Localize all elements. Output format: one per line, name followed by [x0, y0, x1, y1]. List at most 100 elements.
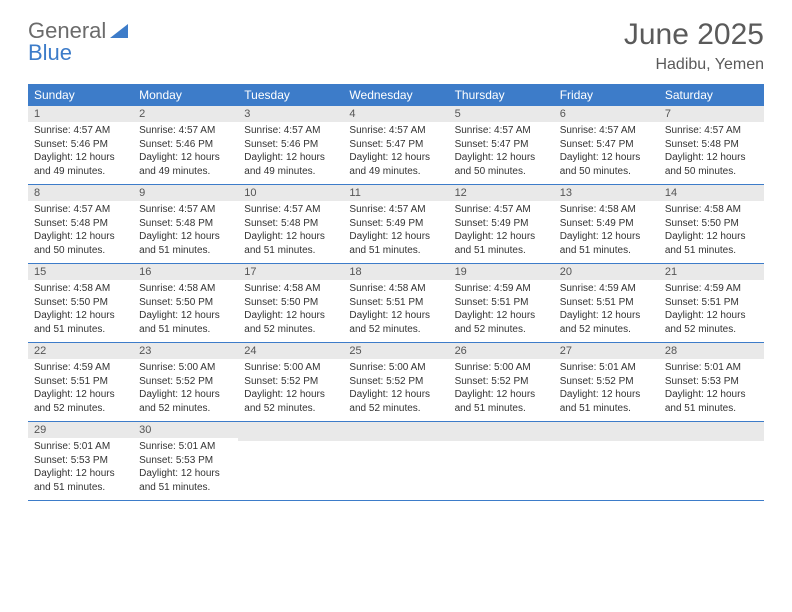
day-header: Monday: [133, 84, 238, 106]
day-details-empty: [343, 441, 448, 497]
day-number: 5: [449, 106, 554, 122]
calendar-row: 8Sunrise: 4:57 AMSunset: 5:48 PMDaylight…: [28, 185, 764, 264]
calendar-cell: 16Sunrise: 4:58 AMSunset: 5:50 PMDayligh…: [133, 264, 238, 343]
day-header-row: SundayMondayTuesdayWednesdayThursdayFrid…: [28, 84, 764, 106]
calendar-cell: [449, 422, 554, 501]
day-details: Sunrise: 4:59 AMSunset: 5:51 PMDaylight:…: [659, 280, 764, 342]
day-details: Sunrise: 4:58 AMSunset: 5:50 PMDaylight:…: [28, 280, 133, 342]
day-number: 17: [238, 264, 343, 280]
day-details: Sunrise: 4:58 AMSunset: 5:50 PMDaylight:…: [659, 201, 764, 263]
day-details: Sunrise: 4:57 AMSunset: 5:46 PMDaylight:…: [28, 122, 133, 184]
day-details-empty: [659, 441, 764, 497]
calendar-cell: 25Sunrise: 5:00 AMSunset: 5:52 PMDayligh…: [343, 343, 448, 422]
day-header: Sunday: [28, 84, 133, 106]
day-number: 27: [554, 343, 659, 359]
logo-part2: Blue: [28, 40, 72, 65]
calendar-cell: 21Sunrise: 4:59 AMSunset: 5:51 PMDayligh…: [659, 264, 764, 343]
calendar-cell: 8Sunrise: 4:57 AMSunset: 5:48 PMDaylight…: [28, 185, 133, 264]
calendar-cell: 20Sunrise: 4:59 AMSunset: 5:51 PMDayligh…: [554, 264, 659, 343]
day-number: 1: [28, 106, 133, 122]
logo-text: General Blue: [28, 20, 128, 64]
calendar-cell: [659, 422, 764, 501]
day-details: Sunrise: 5:01 AMSunset: 5:52 PMDaylight:…: [554, 359, 659, 421]
day-number: 3: [238, 106, 343, 122]
calendar-cell: 24Sunrise: 5:00 AMSunset: 5:52 PMDayligh…: [238, 343, 343, 422]
day-number-empty: [659, 422, 764, 441]
calendar-cell: 11Sunrise: 4:57 AMSunset: 5:49 PMDayligh…: [343, 185, 448, 264]
day-header: Saturday: [659, 84, 764, 106]
day-details: Sunrise: 4:57 AMSunset: 5:46 PMDaylight:…: [133, 122, 238, 184]
day-details: Sunrise: 5:00 AMSunset: 5:52 PMDaylight:…: [449, 359, 554, 421]
calendar-cell: 30Sunrise: 5:01 AMSunset: 5:53 PMDayligh…: [133, 422, 238, 501]
day-number: 14: [659, 185, 764, 201]
calendar-cell: 4Sunrise: 4:57 AMSunset: 5:47 PMDaylight…: [343, 106, 448, 185]
calendar-cell: 6Sunrise: 4:57 AMSunset: 5:47 PMDaylight…: [554, 106, 659, 185]
day-details: Sunrise: 4:58 AMSunset: 5:49 PMDaylight:…: [554, 201, 659, 263]
day-number: 22: [28, 343, 133, 359]
day-number: 18: [343, 264, 448, 280]
day-number: 19: [449, 264, 554, 280]
day-details: Sunrise: 4:57 AMSunset: 5:48 PMDaylight:…: [238, 201, 343, 263]
day-details: Sunrise: 5:01 AMSunset: 5:53 PMDaylight:…: [659, 359, 764, 421]
day-number: 20: [554, 264, 659, 280]
day-number: 6: [554, 106, 659, 122]
calendar-cell: 15Sunrise: 4:58 AMSunset: 5:50 PMDayligh…: [28, 264, 133, 343]
calendar-cell: 26Sunrise: 5:00 AMSunset: 5:52 PMDayligh…: [449, 343, 554, 422]
day-details: Sunrise: 5:01 AMSunset: 5:53 PMDaylight:…: [28, 438, 133, 500]
day-number: 26: [449, 343, 554, 359]
day-details: Sunrise: 5:00 AMSunset: 5:52 PMDaylight:…: [238, 359, 343, 421]
day-header: Wednesday: [343, 84, 448, 106]
calendar-cell: [554, 422, 659, 501]
day-details: Sunrise: 4:59 AMSunset: 5:51 PMDaylight:…: [449, 280, 554, 342]
day-number: 9: [133, 185, 238, 201]
day-number: 29: [28, 422, 133, 438]
calendar-cell: 1Sunrise: 4:57 AMSunset: 5:46 PMDaylight…: [28, 106, 133, 185]
day-number: 7: [659, 106, 764, 122]
calendar-cell: 28Sunrise: 5:01 AMSunset: 5:53 PMDayligh…: [659, 343, 764, 422]
day-number-empty: [449, 422, 554, 441]
day-number: 25: [343, 343, 448, 359]
day-number: 23: [133, 343, 238, 359]
day-number-empty: [238, 422, 343, 441]
day-details: Sunrise: 4:57 AMSunset: 5:49 PMDaylight:…: [449, 201, 554, 263]
day-details: Sunrise: 4:57 AMSunset: 5:46 PMDaylight:…: [238, 122, 343, 184]
day-number: 4: [343, 106, 448, 122]
calendar-cell: 7Sunrise: 4:57 AMSunset: 5:48 PMDaylight…: [659, 106, 764, 185]
day-details-empty: [554, 441, 659, 497]
day-number-empty: [343, 422, 448, 441]
calendar-body: 1Sunrise: 4:57 AMSunset: 5:46 PMDaylight…: [28, 106, 764, 501]
calendar-cell: 5Sunrise: 4:57 AMSunset: 5:47 PMDaylight…: [449, 106, 554, 185]
day-details: Sunrise: 4:57 AMSunset: 5:49 PMDaylight:…: [343, 201, 448, 263]
day-details: Sunrise: 4:58 AMSunset: 5:51 PMDaylight:…: [343, 280, 448, 342]
day-details: Sunrise: 4:57 AMSunset: 5:47 PMDaylight:…: [343, 122, 448, 184]
day-number: 21: [659, 264, 764, 280]
calendar-cell: 29Sunrise: 5:01 AMSunset: 5:53 PMDayligh…: [28, 422, 133, 501]
day-details: Sunrise: 4:57 AMSunset: 5:47 PMDaylight:…: [554, 122, 659, 184]
calendar-cell: 3Sunrise: 4:57 AMSunset: 5:46 PMDaylight…: [238, 106, 343, 185]
day-number: 24: [238, 343, 343, 359]
day-details: Sunrise: 4:58 AMSunset: 5:50 PMDaylight:…: [133, 280, 238, 342]
day-details: Sunrise: 4:59 AMSunset: 5:51 PMDaylight:…: [28, 359, 133, 421]
calendar-table: SundayMondayTuesdayWednesdayThursdayFrid…: [28, 84, 764, 501]
day-number: 8: [28, 185, 133, 201]
day-details-empty: [238, 441, 343, 497]
calendar-cell: 22Sunrise: 4:59 AMSunset: 5:51 PMDayligh…: [28, 343, 133, 422]
calendar-cell: 2Sunrise: 4:57 AMSunset: 5:46 PMDaylight…: [133, 106, 238, 185]
day-details: Sunrise: 4:59 AMSunset: 5:51 PMDaylight:…: [554, 280, 659, 342]
calendar-cell: 27Sunrise: 5:01 AMSunset: 5:52 PMDayligh…: [554, 343, 659, 422]
calendar-cell: 9Sunrise: 4:57 AMSunset: 5:48 PMDaylight…: [133, 185, 238, 264]
day-header: Friday: [554, 84, 659, 106]
day-header: Thursday: [449, 84, 554, 106]
calendar-cell: 13Sunrise: 4:58 AMSunset: 5:49 PMDayligh…: [554, 185, 659, 264]
calendar-row: 22Sunrise: 4:59 AMSunset: 5:51 PMDayligh…: [28, 343, 764, 422]
day-details: Sunrise: 4:57 AMSunset: 5:48 PMDaylight:…: [28, 201, 133, 263]
day-details: Sunrise: 5:01 AMSunset: 5:53 PMDaylight:…: [133, 438, 238, 500]
calendar-cell: [343, 422, 448, 501]
day-number-empty: [554, 422, 659, 441]
day-details: Sunrise: 5:00 AMSunset: 5:52 PMDaylight:…: [133, 359, 238, 421]
day-details: Sunrise: 4:57 AMSunset: 5:48 PMDaylight:…: [659, 122, 764, 184]
calendar-row: 29Sunrise: 5:01 AMSunset: 5:53 PMDayligh…: [28, 422, 764, 501]
day-number: 16: [133, 264, 238, 280]
day-number: 28: [659, 343, 764, 359]
header: General Blue June 2025 Hadibu, Yemen: [28, 20, 764, 74]
